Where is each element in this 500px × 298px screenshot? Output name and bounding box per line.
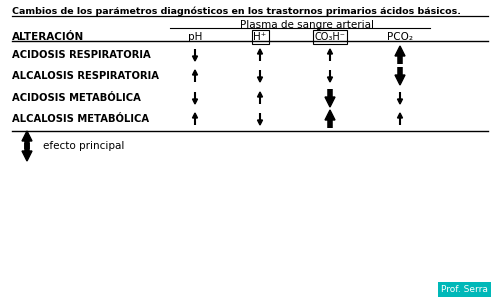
Text: Plasma de sangre arterial: Plasma de sangre arterial [240,20,374,30]
Polygon shape [395,75,405,85]
Text: PCO₂: PCO₂ [387,32,413,42]
Polygon shape [328,49,332,54]
Text: ALCALOSIS RESPIRATORIA: ALCALOSIS RESPIRATORIA [12,71,159,81]
Polygon shape [325,97,335,107]
Polygon shape [398,113,402,118]
Polygon shape [192,113,198,118]
Polygon shape [258,120,262,125]
Text: ACIDOSIS RESPIRATORIA: ACIDOSIS RESPIRATORIA [12,50,151,60]
Text: ACIDOSIS METABÓLICA: ACIDOSIS METABÓLICA [12,93,141,103]
Text: efecto principal: efecto principal [43,141,124,151]
Polygon shape [398,99,402,104]
Polygon shape [258,77,262,82]
Polygon shape [325,110,335,120]
Polygon shape [258,92,262,97]
Polygon shape [395,46,405,56]
Text: H⁺: H⁺ [254,32,266,42]
Text: CO₃H⁻: CO₃H⁻ [314,32,346,42]
Text: ALTERACIÓN: ALTERACIÓN [12,32,84,42]
Polygon shape [22,151,32,161]
Polygon shape [192,70,198,75]
Polygon shape [258,49,262,54]
Polygon shape [192,99,198,104]
Polygon shape [22,131,32,141]
Text: Cambios de los parámetros diagnósticos en los trastornos primarios ácidos básico: Cambios de los parámetros diagnósticos e… [12,7,461,16]
Polygon shape [192,56,198,61]
Polygon shape [328,77,332,82]
Text: pH: pH [188,32,202,42]
Text: ALCALOSIS METABÓLICA: ALCALOSIS METABÓLICA [12,114,149,124]
Text: Prof. Serra: Prof. Serra [441,285,488,294]
